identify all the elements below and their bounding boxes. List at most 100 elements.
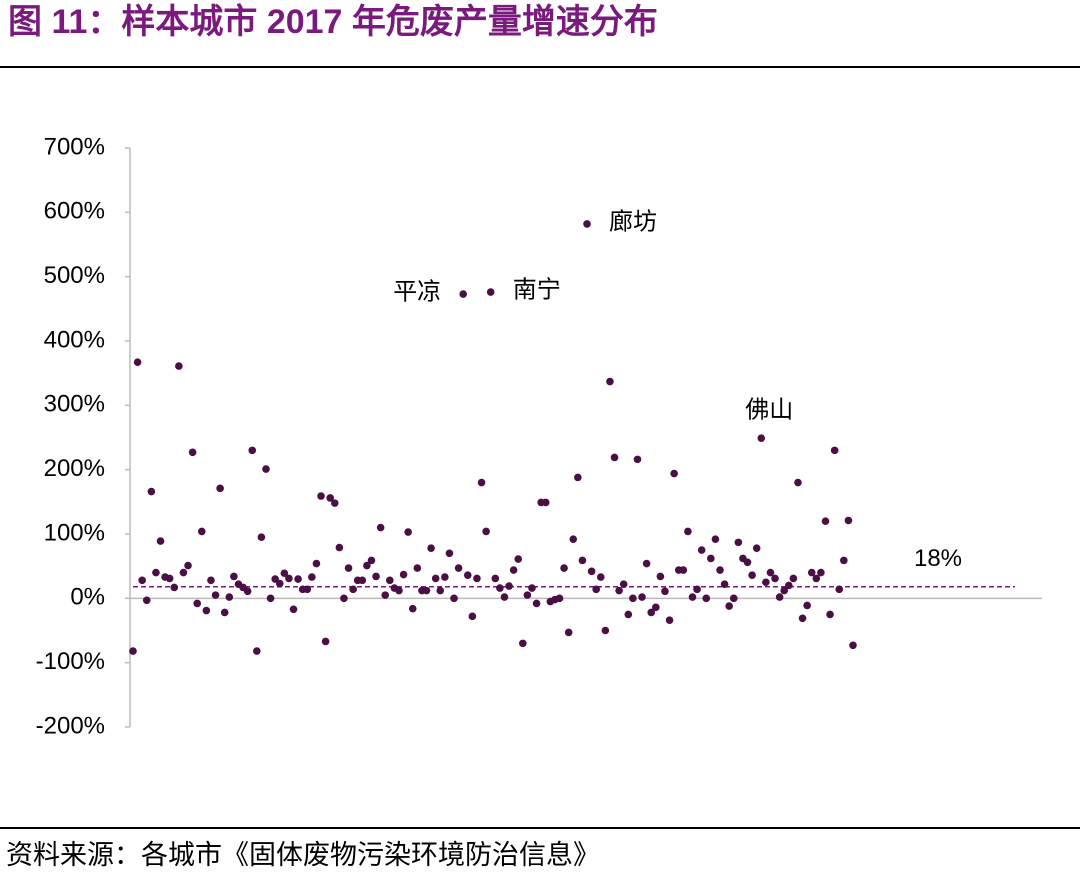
- point: [684, 527, 692, 536]
- point: [665, 616, 674, 625]
- point: [574, 473, 582, 482]
- point: [321, 637, 330, 646]
- point: [404, 528, 412, 536]
- point: [459, 290, 467, 298]
- point: [560, 564, 568, 572]
- point: [775, 593, 784, 601]
- point: [583, 220, 591, 228]
- point: [188, 448, 197, 457]
- point: [372, 572, 380, 581]
- point: [358, 576, 367, 585]
- point: [762, 578, 770, 587]
- point: [647, 608, 656, 617]
- point: [601, 626, 610, 635]
- point: [693, 585, 701, 594]
- point: [679, 566, 688, 574]
- y-tick-label: 500%: [44, 262, 105, 289]
- point: [317, 492, 325, 500]
- point: [202, 606, 211, 615]
- point: [748, 571, 756, 579]
- y-tick-label: -100%: [36, 648, 105, 675]
- point: [652, 603, 660, 612]
- point: [629, 594, 637, 603]
- point: [670, 469, 678, 478]
- annotation: 平凉: [393, 279, 441, 306]
- point: [807, 568, 816, 577]
- point: [569, 535, 578, 543]
- point: [849, 641, 857, 650]
- point: [784, 581, 793, 590]
- point: [175, 362, 183, 370]
- point: [817, 568, 825, 577]
- point: [436, 586, 445, 595]
- point: [303, 585, 312, 594]
- point: [633, 455, 642, 464]
- point: [193, 599, 202, 608]
- point: [230, 572, 238, 581]
- point: [523, 591, 532, 599]
- point: [427, 544, 435, 552]
- point: [697, 546, 706, 554]
- point: [280, 569, 289, 578]
- point: [156, 537, 165, 545]
- point: [812, 574, 821, 583]
- point: [308, 573, 316, 581]
- point: [743, 558, 752, 567]
- y-tick-label: 300%: [44, 391, 105, 418]
- point: [152, 568, 160, 577]
- reference-label: 18%: [914, 545, 962, 572]
- point: [794, 478, 802, 487]
- point: [133, 358, 142, 367]
- y-tick-label: 100%: [44, 519, 105, 546]
- point: [473, 574, 481, 583]
- point: [445, 549, 454, 558]
- point: [399, 570, 408, 579]
- point: [225, 593, 234, 601]
- point: [615, 586, 623, 595]
- point: [253, 647, 261, 655]
- annotation: 南宁: [513, 277, 561, 304]
- point: [381, 591, 390, 599]
- point: [789, 574, 798, 583]
- point: [422, 586, 431, 595]
- point: [734, 538, 743, 547]
- point: [840, 556, 848, 565]
- point: [500, 593, 509, 601]
- point: [592, 585, 600, 594]
- y-tick-label: 200%: [44, 455, 105, 482]
- y-tick-label: 700%: [44, 133, 105, 160]
- point: [216, 484, 224, 493]
- point: [532, 599, 541, 608]
- point: [752, 544, 761, 552]
- point: [450, 594, 458, 603]
- point: [477, 478, 486, 487]
- point: [491, 574, 500, 583]
- point: [248, 446, 257, 455]
- point: [486, 288, 495, 296]
- point: [129, 647, 137, 655]
- point: [266, 594, 275, 603]
- y-tick-label: 0%: [70, 584, 105, 611]
- point: [408, 604, 417, 613]
- point: [275, 579, 284, 588]
- point: [587, 567, 596, 576]
- point: [716, 566, 724, 574]
- point: [326, 494, 334, 502]
- point: [340, 594, 348, 603]
- annotation: 廊坊: [609, 208, 657, 235]
- point: [555, 594, 564, 603]
- source: 资料来源：各城市《固体废物污染环境防治信息》: [6, 840, 600, 870]
- point: [707, 554, 715, 563]
- point: [661, 587, 669, 596]
- point: [312, 559, 321, 568]
- annotation: 佛山: [745, 397, 793, 424]
- point: [596, 573, 605, 581]
- point: [514, 555, 523, 563]
- point: [619, 580, 628, 588]
- point: [541, 498, 550, 507]
- point: [771, 574, 779, 583]
- point: [363, 561, 371, 570]
- y-tick-label: 400%: [44, 326, 105, 353]
- point: [184, 561, 192, 570]
